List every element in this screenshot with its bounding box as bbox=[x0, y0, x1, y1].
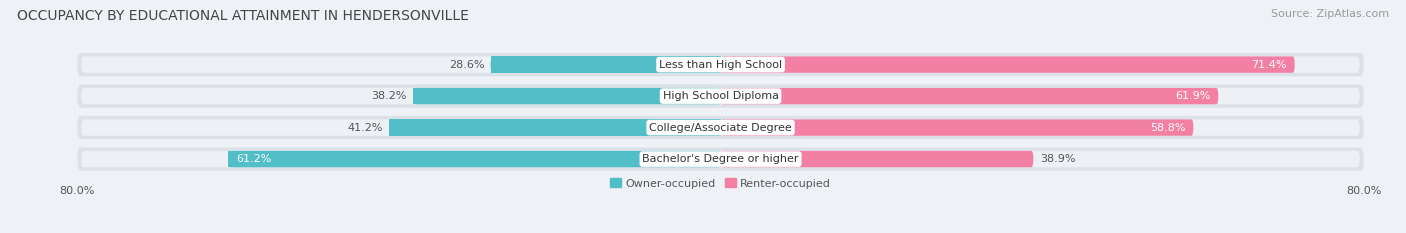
Text: 71.4%: 71.4% bbox=[1251, 60, 1286, 70]
FancyBboxPatch shape bbox=[721, 56, 1295, 73]
Text: 38.2%: 38.2% bbox=[371, 91, 406, 101]
FancyBboxPatch shape bbox=[389, 119, 721, 136]
Bar bbox=[389, 119, 721, 136]
Text: College/Associate Degree: College/Associate Degree bbox=[650, 123, 792, 133]
Text: Source: ZipAtlas.com: Source: ZipAtlas.com bbox=[1271, 9, 1389, 19]
FancyBboxPatch shape bbox=[721, 88, 1218, 104]
FancyBboxPatch shape bbox=[82, 56, 1360, 73]
FancyBboxPatch shape bbox=[82, 119, 1360, 136]
FancyBboxPatch shape bbox=[77, 116, 1364, 139]
FancyBboxPatch shape bbox=[721, 119, 1194, 136]
FancyBboxPatch shape bbox=[77, 53, 1364, 76]
Text: 61.9%: 61.9% bbox=[1175, 91, 1211, 101]
Text: 58.8%: 58.8% bbox=[1150, 123, 1185, 133]
Text: 28.6%: 28.6% bbox=[449, 60, 484, 70]
FancyBboxPatch shape bbox=[491, 56, 721, 73]
Legend: Owner-occupied, Renter-occupied: Owner-occupied, Renter-occupied bbox=[606, 174, 835, 193]
Text: 61.2%: 61.2% bbox=[236, 154, 271, 164]
FancyBboxPatch shape bbox=[82, 88, 1360, 104]
FancyBboxPatch shape bbox=[77, 147, 1364, 171]
Text: High School Diploma: High School Diploma bbox=[662, 91, 779, 101]
Text: 41.2%: 41.2% bbox=[347, 123, 382, 133]
Text: Less than High School: Less than High School bbox=[659, 60, 782, 70]
Bar bbox=[491, 56, 721, 73]
Text: OCCUPANCY BY EDUCATIONAL ATTAINMENT IN HENDERSONVILLE: OCCUPANCY BY EDUCATIONAL ATTAINMENT IN H… bbox=[17, 9, 468, 23]
FancyBboxPatch shape bbox=[77, 84, 1364, 108]
Text: Bachelor's Degree or higher: Bachelor's Degree or higher bbox=[643, 154, 799, 164]
FancyBboxPatch shape bbox=[721, 151, 1033, 167]
FancyBboxPatch shape bbox=[82, 151, 1360, 167]
Bar bbox=[229, 151, 721, 167]
FancyBboxPatch shape bbox=[413, 88, 721, 104]
Text: 38.9%: 38.9% bbox=[1040, 154, 1076, 164]
FancyBboxPatch shape bbox=[229, 151, 721, 167]
Bar bbox=[413, 88, 721, 104]
